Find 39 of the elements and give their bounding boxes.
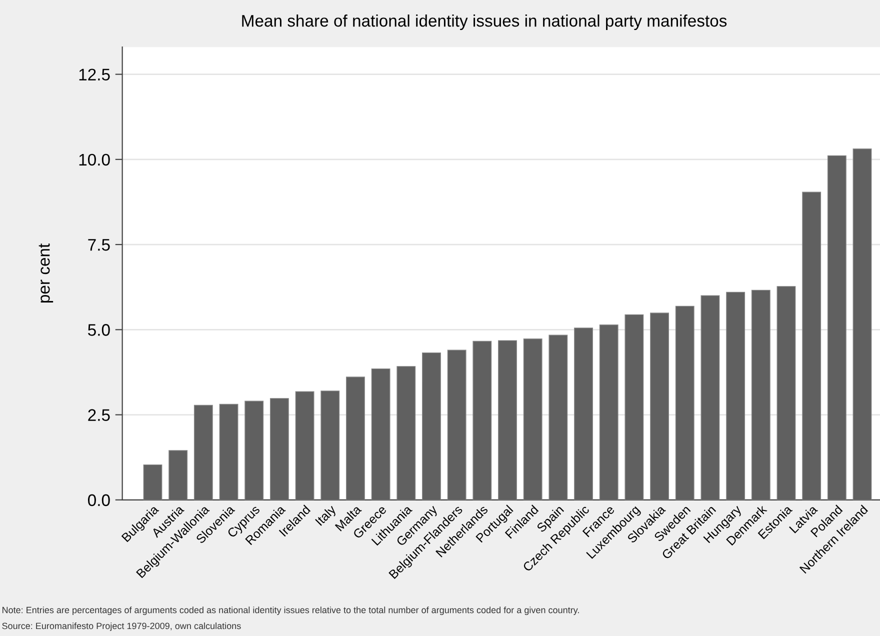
bar <box>650 312 670 500</box>
bar <box>295 391 314 500</box>
bar <box>802 192 822 500</box>
y-tick-label: 7.5 <box>88 239 110 251</box>
y-tick-label: 12.5 <box>79 68 110 81</box>
bar <box>574 328 593 500</box>
bar <box>244 400 264 500</box>
bar <box>472 340 492 500</box>
bar <box>852 148 872 500</box>
bar <box>498 340 517 500</box>
bar <box>776 286 796 500</box>
y-tick-label: 5.0 <box>88 324 110 336</box>
bar <box>447 350 466 500</box>
bar <box>396 366 416 500</box>
bar <box>523 338 542 500</box>
bar <box>827 155 846 500</box>
bar <box>422 352 441 500</box>
bar <box>751 290 770 500</box>
bar <box>320 390 340 500</box>
y-tick-label: 2.5 <box>88 409 110 421</box>
y-tick-label: 0.0 <box>88 494 110 506</box>
bar <box>270 398 289 500</box>
bar <box>599 324 618 500</box>
bar <box>168 450 188 500</box>
source-note: Source: Euromanifesto Project 1979-2009, own calculations <box>2 622 241 631</box>
bar <box>675 306 694 500</box>
bar <box>726 292 746 500</box>
text: Note: Entries are percentages of arguments coded as national identity issues relative to the total number of arguments coded for a given country. <box>2 606 579 616</box>
bar <box>624 314 644 500</box>
bar <box>194 404 213 500</box>
bar <box>700 295 720 500</box>
bar <box>346 376 365 500</box>
y-tick-label: 10.0 <box>79 154 110 166</box>
y-axis-title: per cent <box>38 243 54 303</box>
bar <box>371 368 390 500</box>
bar <box>143 464 162 500</box>
chart-title: Mean share of national identity issues in national party manifestos <box>242 14 727 30</box>
bar <box>548 334 568 500</box>
bar <box>219 404 238 500</box>
